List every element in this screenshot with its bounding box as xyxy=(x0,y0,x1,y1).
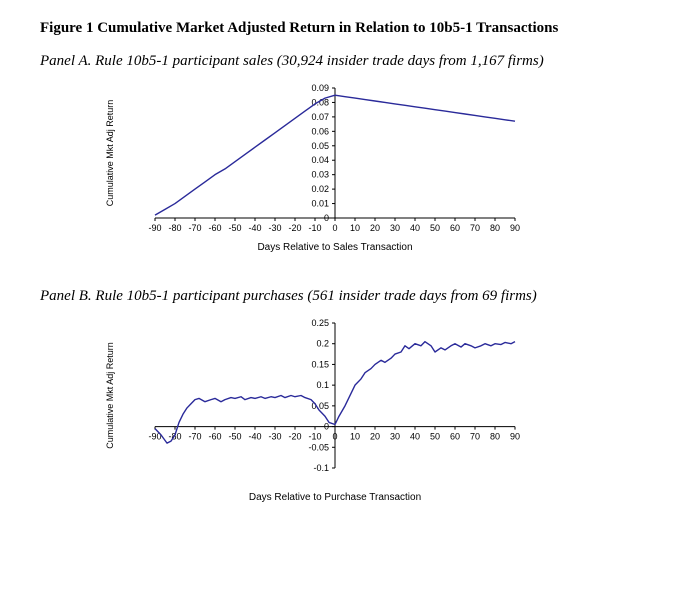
svg-text:0: 0 xyxy=(324,213,329,223)
svg-text:-20: -20 xyxy=(288,432,301,442)
svg-text:30: 30 xyxy=(390,223,400,233)
panel-a-chart: 0 0.01 0.02 0.03 0.04 0.05 0.06 0.07 0.08 0.09 -90… xyxy=(100,80,655,258)
svg-text:-0.1: -0.1 xyxy=(313,463,329,473)
svg-text:-70: -70 xyxy=(188,432,201,442)
svg-text:20: 20 xyxy=(370,432,380,442)
svg-text:-70: -70 xyxy=(188,223,201,233)
svg-text:0.05: 0.05 xyxy=(311,141,329,151)
svg-text:0.09: 0.09 xyxy=(311,83,329,93)
svg-text:40: 40 xyxy=(410,432,420,442)
svg-text:40: 40 xyxy=(410,223,420,233)
panel-b-svg: -0.1-0.0500.050.10.150.20.25-90-80-70-60… xyxy=(100,315,525,508)
svg-text:0.04: 0.04 xyxy=(311,155,329,165)
panel-a-svg: 0 0.01 0.02 0.03 0.04 0.05 0.06 0.07 0.08 0.09 -90… xyxy=(100,80,525,258)
svg-text:-60: -60 xyxy=(208,223,221,233)
svg-text:0.06: 0.06 xyxy=(311,126,329,136)
svg-text:80: 80 xyxy=(490,223,500,233)
svg-text:10: 10 xyxy=(350,432,360,442)
svg-text:Days Relative to Sales Transac: Days Relative to Sales Transaction xyxy=(257,242,412,253)
svg-text:-50: -50 xyxy=(228,223,241,233)
svg-text:80: 80 xyxy=(490,432,500,442)
svg-text:50: 50 xyxy=(430,432,440,442)
svg-text:90: 90 xyxy=(510,223,520,233)
svg-text:-10: -10 xyxy=(308,223,321,233)
svg-text:-60: -60 xyxy=(208,432,221,442)
svg-text:-0.05: -0.05 xyxy=(308,442,329,452)
svg-text:-20: -20 xyxy=(288,223,301,233)
svg-text:-50: -50 xyxy=(228,432,241,442)
svg-text:0.01: 0.01 xyxy=(311,199,329,209)
svg-text:0: 0 xyxy=(324,422,329,432)
svg-text:0: 0 xyxy=(332,432,337,442)
svg-text:60: 60 xyxy=(450,223,460,233)
svg-text:-10: -10 xyxy=(308,432,321,442)
figure-title: Figure 1 Cumulative Market Adjusted Retu… xyxy=(40,20,655,37)
svg-text:0.03: 0.03 xyxy=(311,170,329,180)
svg-text:-30: -30 xyxy=(268,432,281,442)
svg-text:0.1: 0.1 xyxy=(316,380,329,390)
svg-text:0.2: 0.2 xyxy=(316,339,329,349)
svg-text:0.08: 0.08 xyxy=(311,97,329,107)
svg-text:Days Relative to Purchase Tran: Days Relative to Purchase Transaction xyxy=(249,492,421,503)
svg-text:-40: -40 xyxy=(248,223,261,233)
svg-text:Cumulative Mkt Adj Return: Cumulative Mkt Adj Return xyxy=(105,342,115,449)
svg-text:0.07: 0.07 xyxy=(311,112,329,122)
svg-text:70: 70 xyxy=(470,223,480,233)
svg-text:-80: -80 xyxy=(168,223,181,233)
svg-text:60: 60 xyxy=(450,432,460,442)
svg-text:70: 70 xyxy=(470,432,480,442)
svg-text:90: 90 xyxy=(510,432,520,442)
svg-text:-40: -40 xyxy=(248,432,261,442)
svg-text:0.02: 0.02 xyxy=(311,184,329,194)
svg-text:30: 30 xyxy=(390,432,400,442)
svg-text:0.25: 0.25 xyxy=(311,318,329,328)
svg-text:10: 10 xyxy=(350,223,360,233)
svg-text:50: 50 xyxy=(430,223,440,233)
svg-text:0: 0 xyxy=(332,223,337,233)
svg-text:Cumulative Mkt Adj Return: Cumulative Mkt Adj Return xyxy=(105,100,115,207)
svg-text:-90: -90 xyxy=(148,223,161,233)
svg-text:20: 20 xyxy=(370,223,380,233)
svg-text:-30: -30 xyxy=(268,223,281,233)
panel-b-chart: -0.1-0.0500.050.10.150.20.25-90-80-70-60… xyxy=(100,315,655,508)
svg-text:0.15: 0.15 xyxy=(311,359,329,369)
panel-a-title: Panel A. Rule 10b5-1 participant sales (… xyxy=(40,53,655,70)
panel-b-title: Panel B. Rule 10b5-1 participant purchas… xyxy=(40,288,655,305)
